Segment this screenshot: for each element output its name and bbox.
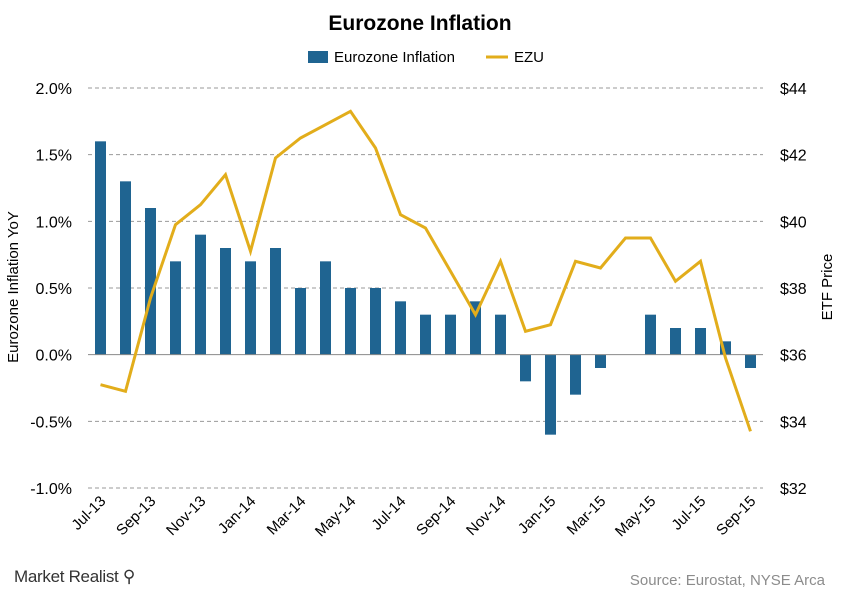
left-axis-ticks: 2.0% 1.5% 1.0% 0.5% 0.0% -0.5% -1.0% — [30, 81, 72, 498]
bar — [595, 354, 606, 368]
bar — [645, 314, 656, 355]
bar — [570, 354, 581, 395]
bar — [270, 248, 281, 355]
source-note: Source: Eurostat, NYSE Arca — [629, 572, 825, 589]
y-tick-label: 1.5% — [36, 148, 72, 165]
bar — [420, 314, 431, 355]
gridlines — [88, 87, 763, 489]
x-axis-ticks: Jul-13 Sep-13 Nov-13 Jan-14 Mar-14 May-14 Jul-… — [68, 493, 759, 540]
bar — [495, 314, 506, 355]
bar — [470, 301, 481, 355]
bar — [220, 248, 231, 355]
bar — [545, 354, 556, 435]
chart-title: Eurozone Inflation — [328, 12, 511, 35]
y-tick-label: 1.0% — [36, 214, 72, 231]
bar — [520, 354, 531, 382]
y2-tick-label: $34 — [780, 414, 807, 431]
y2-tick-label: $40 — [780, 214, 807, 231]
x-tick-label: Sep-13 — [113, 493, 159, 539]
y2-tick-label: $44 — [780, 81, 807, 98]
brand-logo-text: Market Realist ⚲ — [14, 567, 136, 586]
ezu-line — [100, 109, 752, 432]
x-tick-label: Sep-15 — [713, 493, 759, 539]
bar — [695, 328, 706, 355]
right-axis-ticks: $44 $42 $40 $38 $36 $34 $32 — [780, 81, 807, 498]
x-tick-label: May-15 — [612, 493, 659, 540]
bar — [195, 234, 206, 355]
y2-axis-label: ETF Price — [819, 254, 836, 321]
bar — [95, 141, 106, 355]
x-tick-label: Jan-15 — [515, 493, 559, 537]
legend-swatch-inflation — [308, 51, 328, 63]
bar — [670, 328, 681, 355]
x-tick-label: Nov-13 — [163, 493, 209, 539]
bar — [320, 261, 331, 355]
x-tick-label: Jul-15 — [668, 493, 709, 534]
y-tick-label: 0.5% — [36, 281, 72, 298]
x-tick-label: Jul-14 — [368, 493, 409, 534]
bar — [120, 181, 131, 355]
x-tick-label: Sep-14 — [413, 493, 459, 539]
x-tick-label: Jan-14 — [215, 493, 259, 537]
bar — [295, 288, 306, 355]
x-tick-label: Nov-14 — [463, 493, 509, 539]
y2-tick-label: $38 — [780, 281, 807, 298]
legend: Eurozone Inflation EZU — [308, 49, 544, 66]
x-tick-label: May-14 — [312, 493, 359, 540]
bar — [345, 288, 356, 355]
legend-label-ezu: EZU — [514, 49, 544, 66]
y-tick-label: 0.0% — [36, 348, 72, 365]
x-tick-label: Jul-13 — [68, 493, 109, 534]
y-tick-label: -1.0% — [30, 481, 72, 498]
y-tick-label: 2.0% — [36, 81, 72, 98]
bar — [370, 288, 381, 355]
y2-tick-label: $32 — [780, 481, 807, 498]
y2-tick-label: $36 — [780, 348, 807, 365]
y2-tick-label: $42 — [780, 148, 807, 165]
bar — [145, 208, 156, 355]
bar — [395, 301, 406, 355]
x-tick-label: Mar-15 — [564, 493, 610, 539]
line-series — [100, 109, 752, 432]
x-tick-label: Mar-14 — [264, 493, 310, 539]
bar — [445, 314, 456, 355]
legend-label-inflation: Eurozone Inflation — [334, 49, 455, 66]
magnifier-icon: ⚲ — [122, 567, 136, 586]
bar — [245, 261, 256, 355]
bar — [745, 354, 756, 368]
y-axis-label: Eurozone Inflation YoY — [5, 211, 22, 363]
bar — [170, 261, 181, 355]
y-tick-label: -0.5% — [30, 414, 72, 431]
bar — [720, 341, 731, 355]
bar-series — [95, 141, 756, 435]
